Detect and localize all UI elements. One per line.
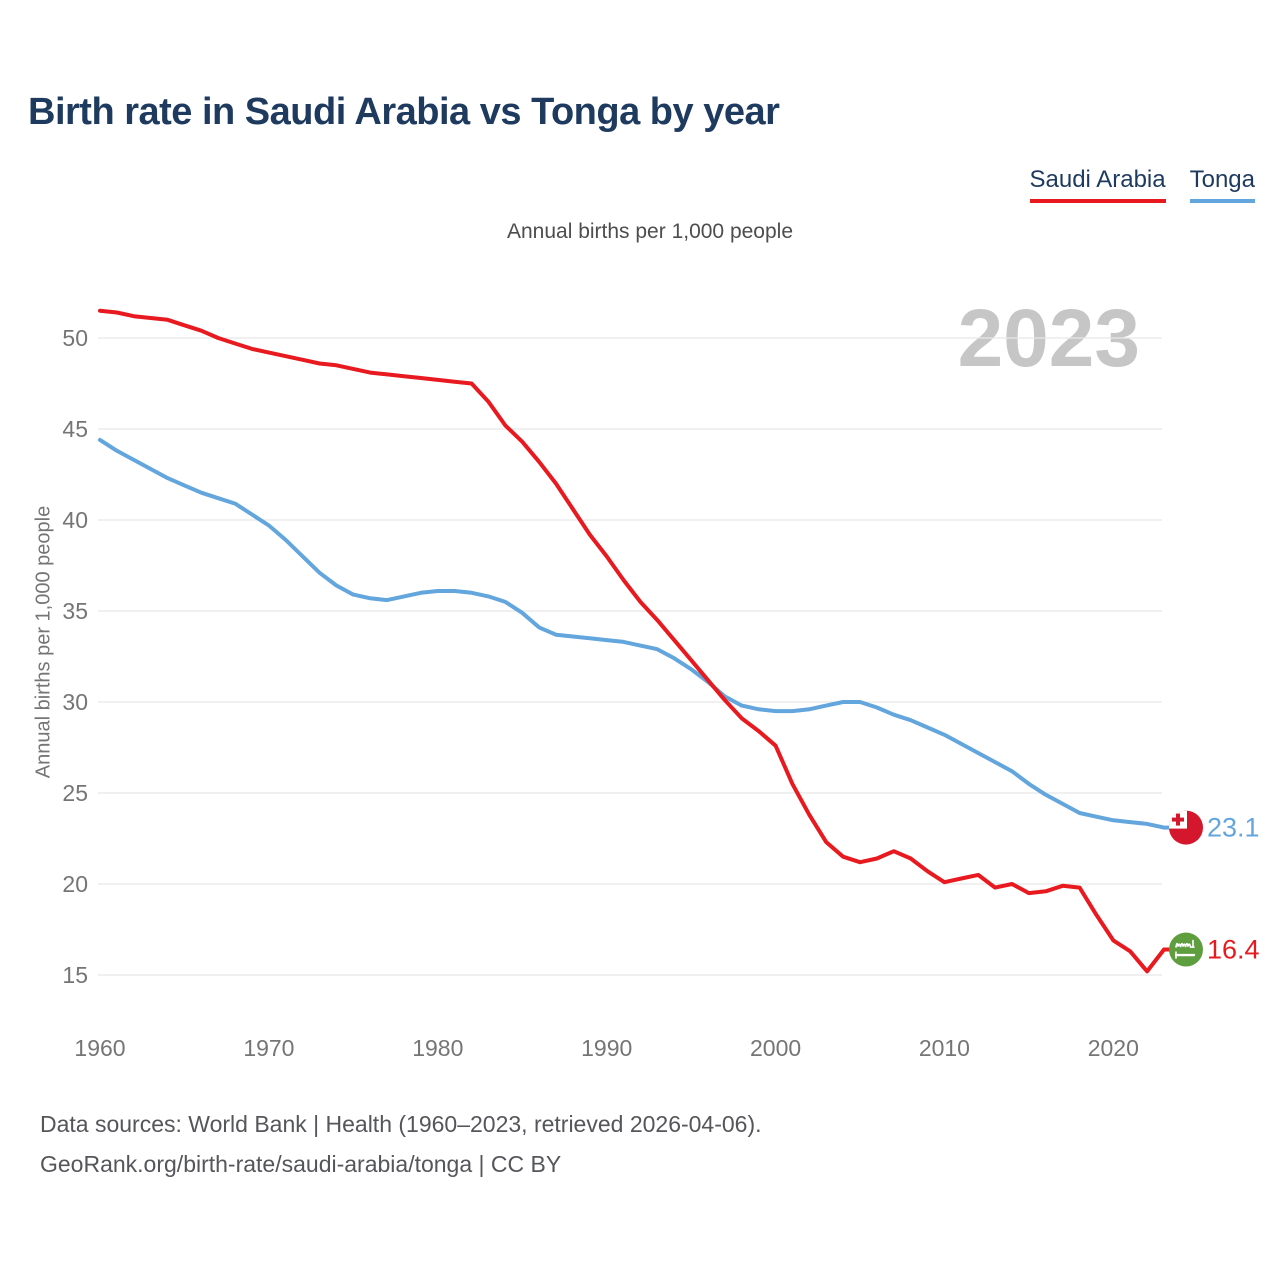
y-tick-label: 30 bbox=[62, 689, 88, 715]
y-tick-label: 40 bbox=[62, 507, 88, 533]
tonga-end-value: 23.1 bbox=[1207, 813, 1260, 843]
y-tick-label: 35 bbox=[62, 598, 88, 624]
y-tick-label: 25 bbox=[62, 780, 88, 806]
chart-subtitle: Annual births per 1,000 people bbox=[506, 220, 794, 243]
tonga-line bbox=[98, 437, 1166, 830]
legend-label-tonga: Tonga bbox=[1189, 166, 1255, 193]
legend: Saudi Arabia Tonga bbox=[1029, 166, 1255, 203]
y-tick-label: 20 bbox=[62, 871, 88, 897]
saudi-arabia-line bbox=[98, 308, 1166, 974]
footer: Data sources: World Bank | Health (1960–… bbox=[40, 1104, 762, 1184]
legend-item-tonga[interactable]: Tonga bbox=[1189, 166, 1255, 203]
x-tick-label: 1990 bbox=[581, 1035, 632, 1061]
saudi-arabia-end-value: 16.4 bbox=[1207, 935, 1260, 965]
x-tick-label: 2020 bbox=[1088, 1035, 1139, 1061]
footer-attribution: GeoRank.org/birth-rate/saudi-arabia/tong… bbox=[40, 1151, 562, 1177]
x-tick-label: 1970 bbox=[243, 1035, 294, 1061]
legend-label-saudi-arabia: Saudi Arabia bbox=[1029, 166, 1166, 193]
footer-sources: Data sources: World Bank | Health (1960–… bbox=[40, 1111, 762, 1137]
x-tick-label: 2000 bbox=[750, 1035, 801, 1061]
x-tick-label: 2010 bbox=[919, 1035, 970, 1061]
x-tick-label: 1960 bbox=[74, 1035, 125, 1061]
y-tick-label: 45 bbox=[62, 416, 88, 442]
y-tick-label: 15 bbox=[62, 962, 88, 988]
tonga-flag-icon bbox=[1169, 810, 1203, 845]
page-title: Birth rate in Saudi Arabia vs Tonga by y… bbox=[28, 91, 780, 133]
saudi-arabia-flag-icon bbox=[1169, 932, 1203, 967]
x-tick-label: 1980 bbox=[412, 1035, 463, 1061]
legend-item-saudi-arabia[interactable]: Saudi Arabia bbox=[1029, 166, 1166, 203]
y-tick-label: 50 bbox=[62, 325, 88, 351]
